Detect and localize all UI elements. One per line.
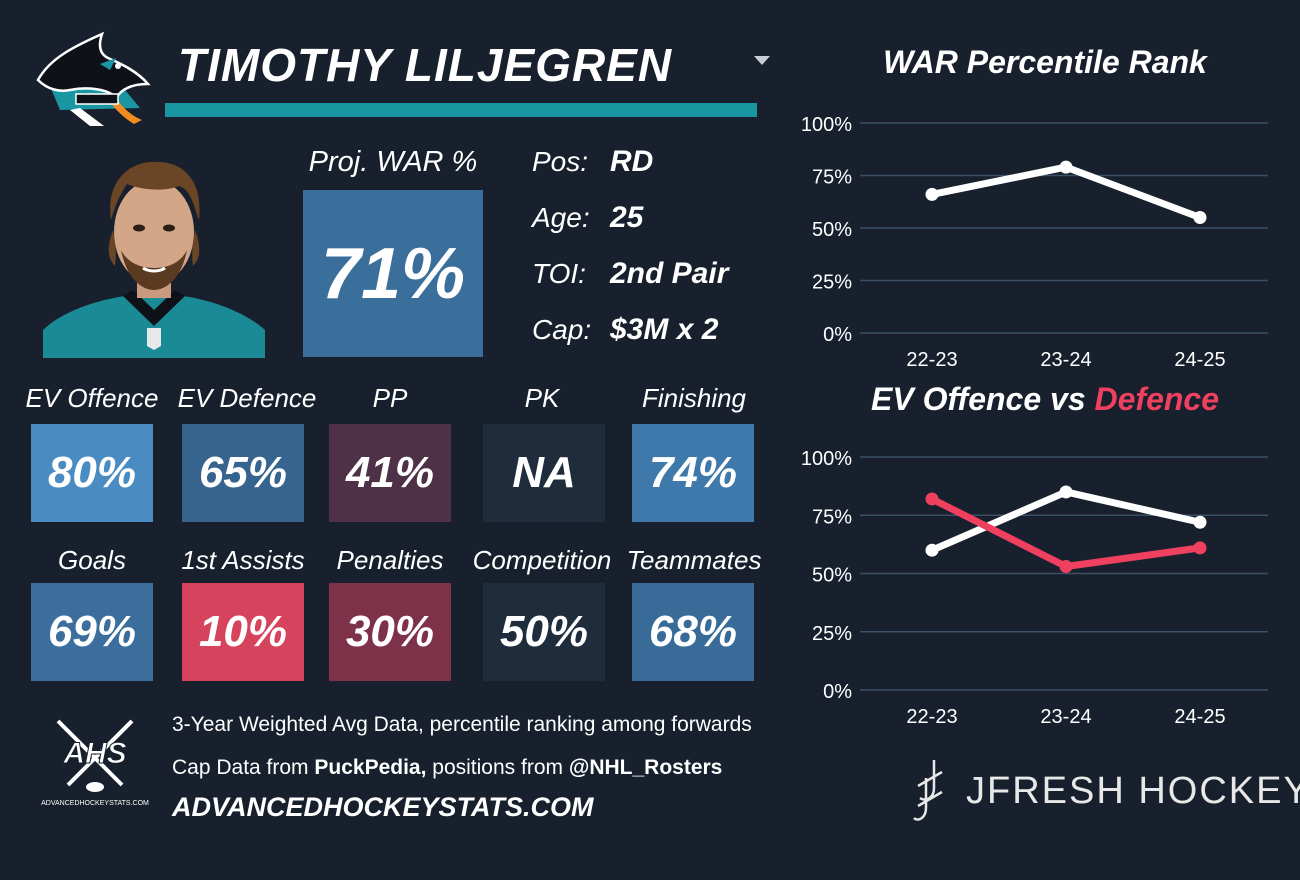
chart2-series-defence-point	[1059, 560, 1073, 574]
cap-value: $3M x 2	[610, 313, 719, 346]
chart2-series-ev-offence-point	[925, 543, 939, 557]
chart1-ytick-label: 0%	[823, 324, 852, 346]
proj-war-value: 71%	[303, 190, 483, 357]
ahs-logo-subtext: ADVANCEDHOCKEYSTATS.COM	[41, 800, 149, 807]
jfresh-logo-icon	[912, 758, 946, 828]
footer-sources-prefix: Cap Data from	[172, 756, 315, 779]
chart1-series-war-point	[925, 187, 939, 201]
chart1-xtick-label: 22-23	[906, 349, 957, 371]
war-percentile-chart: 0% 25% 50% 75% 100% 22-23 23-24 24-25	[801, 114, 1268, 371]
chart2-ytick-label: 75%	[812, 506, 852, 528]
position-label: Pos:	[532, 146, 589, 177]
stat-label-competition: Competition	[472, 545, 612, 575]
chart1-ytick-label: 100%	[801, 114, 852, 136]
stat-box-competition: 50%	[483, 583, 605, 681]
chart1-series-war-line	[928, 163, 1204, 221]
stat-box-penalties: 30%	[329, 583, 451, 681]
chart2-xtick-label: 24-25	[1174, 706, 1225, 728]
chart2-series-defence-point	[925, 492, 939, 506]
stat-box-ev-defence: 65%	[182, 424, 304, 522]
title-underline	[165, 103, 757, 117]
stat-box-teammates: 68%	[632, 583, 754, 681]
chart2-xtick-label: 23-24	[1040, 706, 1091, 728]
team-logo	[30, 28, 155, 128]
chart2-series-defence-point	[1193, 541, 1207, 555]
chart2-title: EV Offence vs Defence	[860, 381, 1230, 418]
stat-box-finishing: 74%	[632, 424, 754, 522]
chart1-ytick-label: 50%	[812, 219, 852, 241]
toi-value: 2nd Pair	[610, 257, 729, 290]
stat-label-goals: Goals	[58, 545, 126, 575]
stat-box-pk: NA	[483, 424, 605, 522]
puckpedia-link[interactable]: PuckPedia,	[314, 756, 427, 779]
stat-label-penalties: Penalties	[336, 545, 444, 575]
chart2-ytick-label: 0%	[823, 681, 852, 703]
chart1-ytick-label: 75%	[812, 167, 852, 189]
brand-name: JFRESH HOCKEY	[966, 770, 1300, 812]
chart2-ytick-label: 50%	[812, 565, 852, 587]
footer-note: 3-Year Weighted Avg Data, percentile ran…	[172, 713, 752, 736]
player-name: TIMOTHY LILJEGREN	[178, 39, 673, 91]
chart2-series-ev-offence-point	[1193, 515, 1207, 529]
chart1-series-war-point	[1193, 211, 1207, 224]
chart2-ytick-label: 25%	[812, 623, 852, 645]
nhl-rosters-link[interactable]: @NHL_Rosters	[568, 756, 723, 779]
toi-label: TOI:	[532, 258, 586, 289]
footer-sources-mid: positions from	[426, 756, 569, 779]
age-label: Age:	[532, 202, 590, 233]
site-url[interactable]: ADVANCEDHOCKEYSTATS.COM	[172, 792, 594, 822]
chevron-down-icon[interactable]	[754, 56, 770, 65]
chart1-series-war-point	[1059, 160, 1073, 174]
stat-label-ev-defence: EV Defence	[177, 383, 317, 413]
stat-box-goals: 69%	[31, 583, 153, 681]
chart2-ytick-label: 100%	[801, 448, 852, 470]
ev-offence-defence-chart: 0% 25% 50% 75% 100% 22-23 23-24 24-25	[801, 448, 1268, 728]
stat-label-1st-assists: 1st Assists	[181, 545, 305, 575]
proj-war-label: Proj. WAR %	[308, 146, 478, 178]
position-value: RD	[610, 145, 654, 178]
stat-box-1st-assists: 10%	[182, 583, 304, 681]
stat-label-finishing: Finishing	[641, 383, 747, 413]
player-photo	[43, 150, 265, 358]
stat-label-pk: PK	[524, 383, 560, 413]
chart1-ytick-label: 25%	[812, 272, 852, 294]
chart2-series-ev-offence-point	[1059, 485, 1073, 499]
chart2-xtick-label: 22-23	[906, 706, 957, 728]
ahs-logo: AHS ADVANCEDHOCKEYSTATS.COM	[40, 715, 150, 810]
chart1-xtick-label: 24-25	[1174, 349, 1225, 371]
stat-label-teammates: Teammates	[626, 545, 762, 575]
stat-box-ev-offence: 80%	[31, 424, 153, 522]
stat-label-pp: PP	[372, 383, 408, 413]
chart1-title: WAR Percentile Rank	[883, 44, 1207, 80]
stat-box-pp: 41%	[329, 424, 451, 522]
age-value: 25	[610, 201, 644, 234]
chart2-title-part1: EV Offence vs	[870, 381, 1095, 417]
chart1-xtick-label: 23-24	[1040, 349, 1091, 371]
ahs-logo-text: AHS	[62, 737, 126, 770]
cap-label: Cap:	[532, 314, 592, 345]
footer-sources: Cap Data from PuckPedia, positions from …	[172, 756, 722, 780]
stat-label-ev-offence: EV Offence	[25, 383, 159, 413]
chart2-title-part2: Defence	[1094, 381, 1220, 417]
